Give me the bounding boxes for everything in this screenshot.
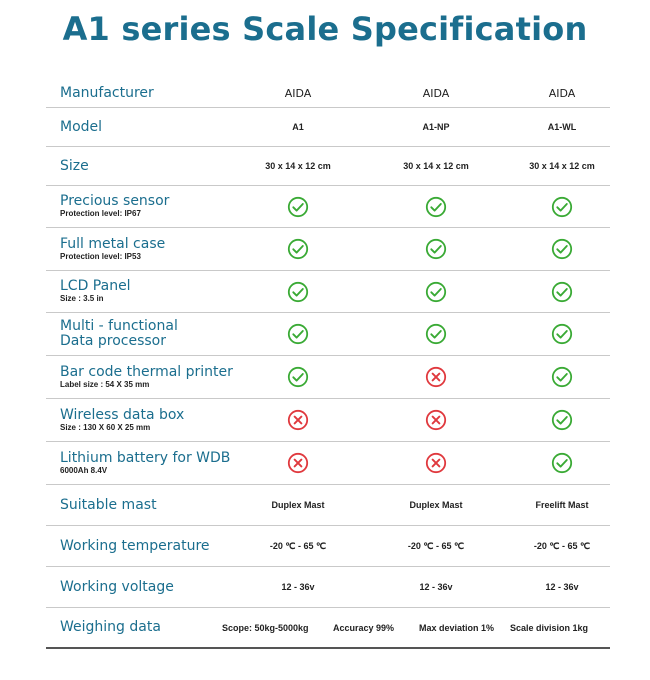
cell-value: 12 - 36v <box>545 582 579 592</box>
row-label: Wireless data box <box>60 406 185 423</box>
row-weighing-data: Weighing data Scope: 50kg-5000kg Accurac… <box>46 608 610 649</box>
row-barcode-printer: Bar code thermal printer Label size : 54… <box>46 356 610 399</box>
check-circle-icon <box>287 238 309 260</box>
check-circle-icon <box>287 281 309 302</box>
weighing-accuracy: Accuracy 99% <box>333 622 395 633</box>
row-wireless-data-box: Wireless data box Size : 130 X 60 X 25 m… <box>46 399 610 442</box>
row-label: Working temperature <box>60 537 210 554</box>
check-circle-icon <box>287 196 309 217</box>
cross-circle-icon <box>425 452 447 474</box>
page-title: A1 series Scale Specification <box>62 10 588 48</box>
check-circle-icon <box>551 452 573 474</box>
cross-circle-icon <box>287 452 309 474</box>
cell-value: 30 x 14 x 12 cm <box>265 161 331 171</box>
cell-value: Freelift Mast <box>535 500 589 510</box>
row-label: Multi - functional <box>60 318 178 334</box>
cell-value: 12 - 36v <box>281 582 315 592</box>
check-circle-icon <box>551 281 573 302</box>
row-sublabel: Label size : 54 X 35 mm <box>60 379 150 389</box>
row-label: Precious sensor <box>60 193 170 209</box>
cell-value: -20 ℃ - 65 ℃ <box>269 540 327 551</box>
check-circle-icon <box>551 409 573 431</box>
row-suitable-mast: Suitable mast Duplex Mast Duplex Mast Fr… <box>46 485 610 526</box>
cross-circle-icon <box>287 409 309 431</box>
check-circle-icon <box>287 323 309 345</box>
check-circle-icon <box>287 366 309 388</box>
cell-value: 30 x 14 x 12 cm <box>403 161 469 171</box>
cell-value: 12 - 36v <box>419 582 453 592</box>
row-manufacturer: Manufacturer AIDA AIDA AIDA <box>46 80 610 108</box>
row-working-temperature: Working temperature -20 ℃ - 65 ℃ -20 ℃ -… <box>46 526 610 567</box>
cell-value: Duplex Mast <box>271 500 325 510</box>
cell-value: A1 <box>292 122 304 132</box>
row-size: Size 30 x 14 x 12 cm 30 x 14 x 12 cm 30 … <box>46 147 610 186</box>
row-sublabel: Protection level: IP67 <box>60 209 141 218</box>
cell-value: AIDA <box>548 87 576 100</box>
row-label: Working voltage <box>60 578 174 595</box>
row-full-metal-case: Full metal case Protection level: IP53 <box>46 228 610 271</box>
weighing-max-deviation: Max deviation 1% <box>419 622 495 633</box>
check-circle-icon <box>551 196 573 217</box>
check-circle-icon <box>551 323 573 345</box>
cell-value: -20 ℃ - 65 ℃ <box>407 540 465 551</box>
cell-value: -20 ℃ - 65 ℃ <box>533 540 591 551</box>
cross-circle-icon <box>425 409 447 431</box>
check-circle-icon <box>425 196 447 217</box>
cross-circle-icon <box>425 366 447 388</box>
check-circle-icon <box>425 281 447 302</box>
check-circle-icon <box>551 366 573 388</box>
weighing-scope: Scope: 50kg-5000kg <box>222 622 309 633</box>
row-label: Size <box>60 157 89 174</box>
row-label: Full metal case <box>60 235 166 252</box>
cell-value: AIDA <box>284 87 312 100</box>
row-label: Suitable mast <box>60 496 157 513</box>
row-label: LCD Panel <box>60 278 131 294</box>
row-label: Weighing data <box>60 619 161 635</box>
row-lcd-panel: LCD Panel Size : 3.5 in <box>46 271 610 313</box>
row-working-voltage: Working voltage 12 - 36v 12 - 36v 12 - 3… <box>46 567 610 608</box>
check-circle-icon <box>425 238 447 260</box>
cell-value: Duplex Mast <box>409 500 463 510</box>
row-multi-functional: Multi - functional Data processor <box>46 313 610 356</box>
row-label: Model <box>60 118 103 135</box>
cell-value: A1-NP <box>422 122 450 132</box>
row-sublabel: Size : 130 X 60 X 25 mm <box>60 422 151 432</box>
row-label: Bar code thermal printer <box>60 363 233 380</box>
cell-value: A1-WL <box>547 122 577 132</box>
row-label: Manufacturer <box>60 85 154 101</box>
row-label: Lithium battery for WDB <box>60 449 231 466</box>
weighing-scale-division: Scale division 1kg <box>510 622 589 633</box>
row-lithium-battery: Lithium battery for WDB 6000Ah 8.4V <box>46 442 610 485</box>
check-circle-icon <box>425 323 447 345</box>
row-sublabel: Size : 3.5 in <box>60 294 104 303</box>
cell-value: 30 x 14 x 12 cm <box>529 161 595 171</box>
row-model: Model A1 A1-NP A1-WL <box>46 108 610 147</box>
row-precious-sensor: Precious sensor Protection level: IP67 <box>46 186 610 228</box>
row-sublabel: Protection level: IP53 <box>60 251 141 261</box>
spec-table: Manufacturer AIDA AIDA AIDA Model A1 A1-… <box>46 80 610 649</box>
row-label-line2: Data processor <box>60 333 166 349</box>
row-sublabel: 6000Ah 8.4V <box>60 465 108 475</box>
check-circle-icon <box>551 238 573 260</box>
cell-value: AIDA <box>422 87 450 100</box>
